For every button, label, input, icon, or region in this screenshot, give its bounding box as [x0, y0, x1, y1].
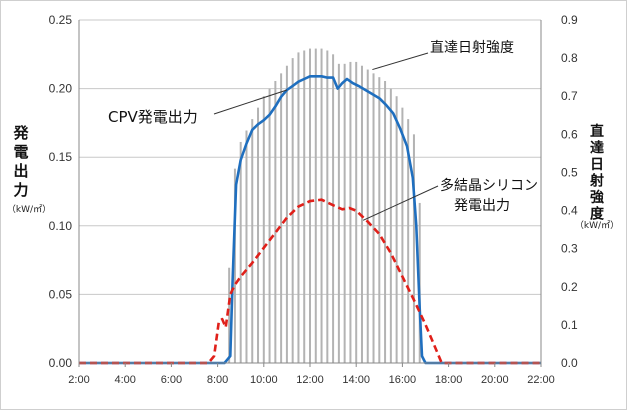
irradiance-bar	[384, 80, 387, 363]
irradiance-bar	[332, 54, 335, 364]
y-left-tick-label: 0.10	[49, 219, 73, 233]
x-tick-label: 10:00	[250, 374, 278, 386]
irradiance-bar	[309, 48, 311, 363]
cpv-output-line	[79, 75, 541, 365]
annotation-leader-line	[362, 185, 439, 221]
y-right-tick-label: 0.6	[561, 127, 578, 141]
y-left-title-char: 出	[13, 162, 28, 180]
y-right-title-char: 直	[590, 123, 604, 140]
irradiance-bar	[320, 48, 323, 363]
y-left-tick-label: 0.15	[49, 150, 73, 164]
x-tick-label: 18:00	[435, 374, 463, 386]
x-tick-label: 2:00	[68, 374, 89, 386]
annotation-label: 直達日射強度	[430, 39, 514, 56]
irradiance-bar	[274, 80, 277, 363]
annotation-leader-line	[213, 89, 288, 115]
irradiance-bar	[407, 119, 410, 363]
irradiance-bar	[285, 65, 288, 363]
series-lines	[79, 75, 541, 365]
annotation-leader-line	[372, 52, 429, 71]
x-tick-label: 12:00	[296, 374, 324, 386]
y-right-title-char: 日	[590, 157, 604, 173]
axis-labels: 0.00 0.05 0.10 0.15 0.20 0.25 0.0 0.1 0.2 0.3 0.4 0…	[7, 13, 619, 386]
x-tick-label: 16:00	[389, 374, 417, 386]
irradiance-bar	[395, 96, 398, 363]
irradiance-bar	[262, 96, 265, 363]
irradiance-bar	[343, 63, 346, 363]
y-right-tick-label: 0.3	[561, 242, 578, 256]
irradiance-bar	[337, 63, 340, 363]
y-right-tick-label: 0.2	[561, 280, 578, 294]
irradiance-bar	[245, 130, 248, 363]
irradiance-bar	[228, 267, 231, 363]
irradiance-bar	[401, 107, 404, 364]
y-right-title-char: 度	[590, 206, 605, 223]
x-tick-label: 20:00	[481, 374, 509, 386]
irradiance-bar	[268, 88, 271, 363]
y-right-title-char: 射	[589, 173, 604, 190]
irradiance-bar	[349, 61, 352, 364]
irradiance-bar	[239, 141, 242, 363]
y-right-tick-label: 0.9	[561, 13, 578, 27]
y-left-tick-label: 0.20	[49, 82, 73, 96]
y-left-unit: （kW/㎡）	[7, 204, 51, 215]
y-left-title-char: 力	[13, 181, 28, 199]
y-right-unit: （kW/㎡）	[575, 220, 619, 231]
irradiance-bar	[303, 50, 306, 363]
y-left-title-char: 発	[12, 124, 29, 142]
y-right-tick-label: 0.4	[561, 204, 578, 218]
y-left-title-char: 電	[13, 143, 28, 161]
irradiance-bar	[412, 134, 415, 363]
irradiance-bar	[326, 50, 329, 363]
irradiance-bar	[257, 107, 260, 364]
y-left-tick-label: 0.00	[49, 356, 73, 370]
x-tick-label: 14:00	[342, 374, 370, 386]
irradiance-bar	[251, 119, 254, 363]
y-right-tick-label: 0.8	[561, 51, 578, 65]
y-right-title-char: 強	[590, 189, 604, 206]
y-right-tick-label: 0.7	[561, 89, 578, 103]
polysilicon-output-line	[79, 198, 541, 365]
axes	[78, 20, 542, 367]
annotation-label: 多結晶シリコン	[440, 177, 538, 194]
annotation-label: 発電出力	[454, 198, 510, 214]
irradiance-bar	[233, 168, 236, 363]
y-right-tick-label: 0.5	[561, 165, 578, 179]
x-tick-label: 22:00	[527, 374, 555, 386]
y-right-title-char: 達	[590, 140, 604, 157]
irradiance-bar	[366, 69, 369, 364]
irradiance-bar	[280, 73, 283, 363]
x-tick-label: 6:00	[161, 374, 182, 386]
annotation-label: CPV発電出力	[108, 108, 198, 126]
y-right-tick-label: 0.1	[561, 318, 578, 332]
irradiance-bar	[360, 65, 363, 363]
x-tick-label: 8:00	[207, 374, 228, 386]
irradiance-bar	[372, 73, 375, 363]
x-tick-label: 4:00	[114, 374, 135, 386]
y-left-tick-label: 0.25	[49, 13, 73, 27]
irradiance-bar	[389, 88, 392, 363]
irradiance-bar	[314, 48, 317, 363]
irradiance-bar	[378, 77, 381, 364]
irradiance-bar	[355, 61, 358, 364]
y-right-tick-label: 0.0	[561, 356, 578, 370]
y-left-tick-label: 0.05	[49, 287, 73, 301]
